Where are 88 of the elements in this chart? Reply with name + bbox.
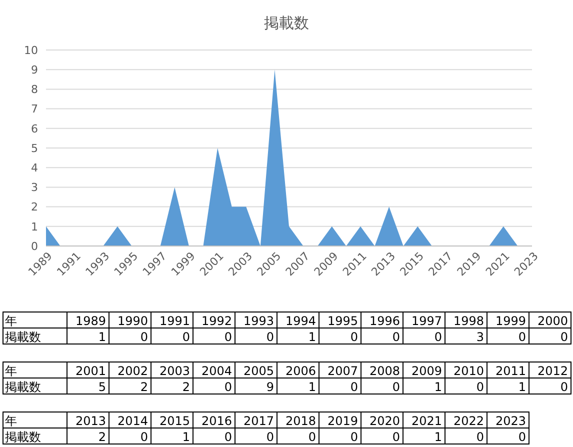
- data-label: 0: [392, 330, 400, 344]
- x-axis-title: 年: [5, 364, 17, 378]
- x-tick-label: 1992: [201, 314, 232, 328]
- y-tick-label: 4: [31, 161, 38, 174]
- x-tick-label: 2003: [159, 364, 190, 378]
- data-label: 9: [266, 380, 274, 394]
- x-tick-label: 1993: [243, 314, 274, 328]
- x-tick-label: 2001: [75, 364, 106, 378]
- data-label: 5: [98, 380, 106, 394]
- x-axis-title: 年: [5, 314, 17, 328]
- data-label: 2: [140, 380, 148, 394]
- data-label: 1: [434, 380, 442, 394]
- data-label: 2: [98, 430, 106, 444]
- data-label: 0: [392, 380, 400, 394]
- data-label: 1: [308, 330, 316, 344]
- data-label: 0: [518, 430, 526, 444]
- data-label: 0: [518, 330, 526, 344]
- data-label: 0: [140, 330, 148, 344]
- data-label: 0: [266, 430, 274, 444]
- data-label: 0: [350, 330, 358, 344]
- y-tick-label: 掲載数: [5, 380, 41, 394]
- x-tick-label: 2011: [495, 364, 526, 378]
- data-label: 2: [182, 380, 190, 394]
- data-label: 1: [308, 380, 316, 394]
- x-tick-label: 1996: [369, 314, 400, 328]
- y-tick-label: 6: [31, 122, 38, 136]
- x-tick-label: 2007: [327, 364, 358, 378]
- x-tick-label: 2023: [495, 414, 526, 428]
- x-tick-label: 2006: [285, 364, 316, 378]
- y-tick-label: 0: [31, 240, 38, 253]
- y-tick-label: 2: [31, 200, 38, 214]
- x-tick-label: 1997: [411, 314, 442, 328]
- data-label: 0: [560, 380, 568, 394]
- y-tick-label: 掲載数: [5, 330, 41, 344]
- data-label: 0: [476, 380, 484, 394]
- x-tick-label: 2002: [117, 364, 148, 378]
- data-label: 0: [224, 330, 232, 344]
- y-tick-label: 3: [31, 181, 38, 194]
- x-tick-label: 2004: [201, 364, 232, 378]
- x-tick-label: 2012: [537, 364, 568, 378]
- data-label: 0: [560, 330, 568, 344]
- data-label: 0: [350, 430, 358, 444]
- data-label: 0: [224, 380, 232, 394]
- x-tick-label: 1994: [285, 314, 316, 328]
- y-tick-label: 9: [31, 63, 38, 76]
- data-label: 0: [224, 430, 232, 444]
- data-label: 1: [98, 330, 106, 344]
- x-tick-label: 1990: [117, 314, 148, 328]
- x-tick-label: 2018: [285, 414, 316, 428]
- x-tick-label: 2008: [369, 364, 400, 378]
- data-label: 0: [308, 430, 316, 444]
- x-tick-label: 2022: [453, 414, 484, 428]
- x-axis-title: 年: [5, 414, 17, 428]
- x-tick-label: 2016: [201, 414, 232, 428]
- data-label: 3: [476, 330, 484, 344]
- data-label: 1: [434, 430, 442, 444]
- data-label: 0: [392, 430, 400, 444]
- chart-title: 掲載数: [264, 14, 309, 32]
- x-tick-label: 1999: [495, 314, 526, 328]
- data-label: 0: [434, 330, 442, 344]
- y-tick-label: 8: [31, 83, 38, 96]
- data-label: 0: [140, 430, 148, 444]
- data-label: 0: [476, 430, 484, 444]
- x-tick-label: 2014: [117, 414, 148, 428]
- data-label: 0: [350, 380, 358, 394]
- data-label: 0: [266, 330, 274, 344]
- x-tick-label: 1991: [159, 314, 190, 328]
- x-tick-label: 2019: [327, 414, 358, 428]
- x-tick-label: 1998: [453, 314, 484, 328]
- x-tick-label: 2009: [411, 364, 442, 378]
- y-tick-label: 1: [31, 220, 38, 234]
- y-tick-label: 掲載数: [5, 430, 41, 444]
- y-tick-label: 7: [31, 102, 38, 116]
- x-tick-label: 2021: [411, 414, 442, 428]
- x-tick-label: 1995: [327, 314, 358, 328]
- x-tick-label: 2010: [453, 364, 484, 378]
- x-tick-label: 2013: [75, 414, 106, 428]
- y-tick-label: 5: [31, 142, 38, 155]
- x-tick-label: 2015: [159, 414, 190, 428]
- x-tick-label: 2005: [243, 364, 274, 378]
- x-tick-label: 2020: [369, 414, 400, 428]
- x-tick-label: 2017: [243, 414, 274, 428]
- y-tick-label: 10: [24, 44, 38, 57]
- data-label: 1: [182, 430, 190, 444]
- data-label: 0: [182, 330, 190, 344]
- x-tick-label: 2000: [537, 314, 568, 328]
- x-tick-label: 1989: [75, 314, 106, 328]
- data-label: 1: [518, 380, 526, 394]
